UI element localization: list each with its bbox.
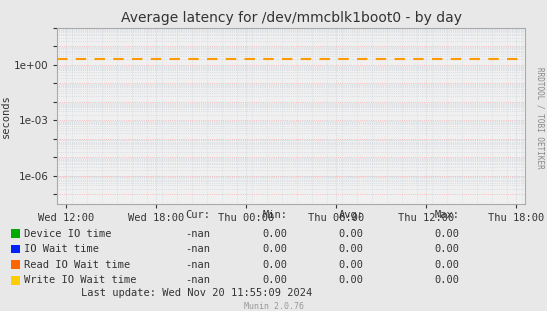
Text: Min:: Min: (262, 210, 287, 220)
Text: IO Wait time: IO Wait time (24, 244, 99, 254)
Text: 0.00: 0.00 (434, 229, 459, 239)
Text: 0.00: 0.00 (339, 260, 364, 270)
Text: RRDTOOL / TOBI OETIKER: RRDTOOL / TOBI OETIKER (536, 67, 544, 169)
Title: Average latency for /dev/mmcblk1boot0 - by day: Average latency for /dev/mmcblk1boot0 - … (121, 12, 462, 26)
Text: -nan: -nan (185, 260, 211, 270)
Text: 0.00: 0.00 (262, 229, 287, 239)
Y-axis label: seconds: seconds (1, 94, 11, 138)
Text: 0.00: 0.00 (339, 275, 364, 285)
Text: 0.00: 0.00 (262, 275, 287, 285)
Text: Cur:: Cur: (185, 210, 211, 220)
Text: 0.00: 0.00 (434, 275, 459, 285)
Text: Device IO time: Device IO time (24, 229, 112, 239)
Text: Last update: Wed Nov 20 11:55:09 2024: Last update: Wed Nov 20 11:55:09 2024 (80, 288, 312, 298)
Text: 0.00: 0.00 (262, 260, 287, 270)
Text: Avg:: Avg: (339, 210, 364, 220)
Text: Write IO Wait time: Write IO Wait time (24, 275, 137, 285)
Text: 0.00: 0.00 (434, 260, 459, 270)
Text: Munin 2.0.76: Munin 2.0.76 (243, 301, 304, 310)
Text: 0.00: 0.00 (339, 229, 364, 239)
Text: 0.00: 0.00 (262, 244, 287, 254)
Text: Read IO Wait time: Read IO Wait time (24, 260, 130, 270)
Text: Max:: Max: (434, 210, 459, 220)
Text: 0.00: 0.00 (339, 244, 364, 254)
Text: -nan: -nan (185, 244, 211, 254)
Text: -nan: -nan (185, 229, 211, 239)
Text: 0.00: 0.00 (434, 244, 459, 254)
Text: -nan: -nan (185, 275, 211, 285)
